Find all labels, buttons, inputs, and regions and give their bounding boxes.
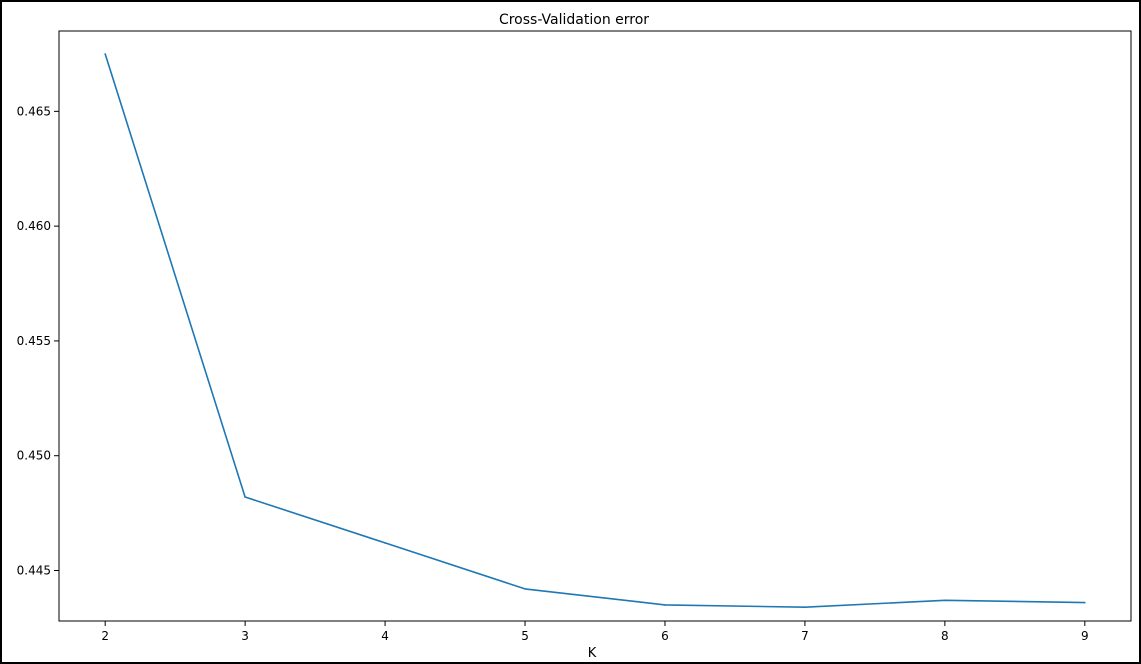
data-point (384, 542, 386, 544)
y-tick-label: 0.450 (17, 449, 51, 463)
data-point (104, 53, 106, 55)
data-point (804, 606, 806, 609)
data-point (664, 604, 666, 606)
data-point (1084, 601, 1086, 604)
x-tick-label: 8 (941, 629, 949, 643)
y-tick-label: 0.465 (17, 104, 51, 118)
x-tick-label: 4 (381, 629, 389, 643)
x-tick-label: 3 (241, 629, 249, 643)
series-layer (104, 53, 1086, 609)
plot-area-frame (58, 30, 1132, 622)
y-tick-label: 0.460 (17, 219, 51, 233)
x-tick-label: 9 (1081, 629, 1089, 643)
data-point (244, 496, 246, 498)
x-axis: 2 3 4 5 6 7 8 9 (101, 621, 1089, 643)
y-axis: 0.445 0.450 0.455 0.460 0.465 (17, 104, 59, 577)
data-point (944, 599, 946, 602)
x-tick-label: 6 (661, 629, 669, 643)
y-tick-label: 0.445 (17, 563, 51, 577)
series-line (104, 53, 1085, 609)
x-tick-label: 2 (101, 629, 109, 643)
y-tick-label: 0.455 (17, 334, 51, 348)
data-point (524, 588, 526, 590)
chart-title: Cross-Validation error (499, 12, 649, 28)
x-axis-label: K (588, 646, 597, 661)
x-tick-label: 5 (521, 629, 529, 643)
x-tick-label: 7 (801, 629, 809, 643)
